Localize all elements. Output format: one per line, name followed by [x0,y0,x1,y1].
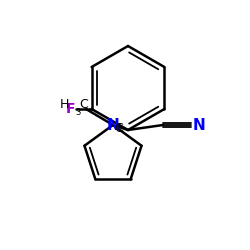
Text: 3: 3 [75,108,80,117]
Text: C: C [114,122,123,134]
Text: N: N [193,118,206,132]
Text: F: F [66,102,76,116]
Text: N: N [106,118,120,132]
Text: H: H [60,98,69,110]
Text: C: C [79,98,88,110]
